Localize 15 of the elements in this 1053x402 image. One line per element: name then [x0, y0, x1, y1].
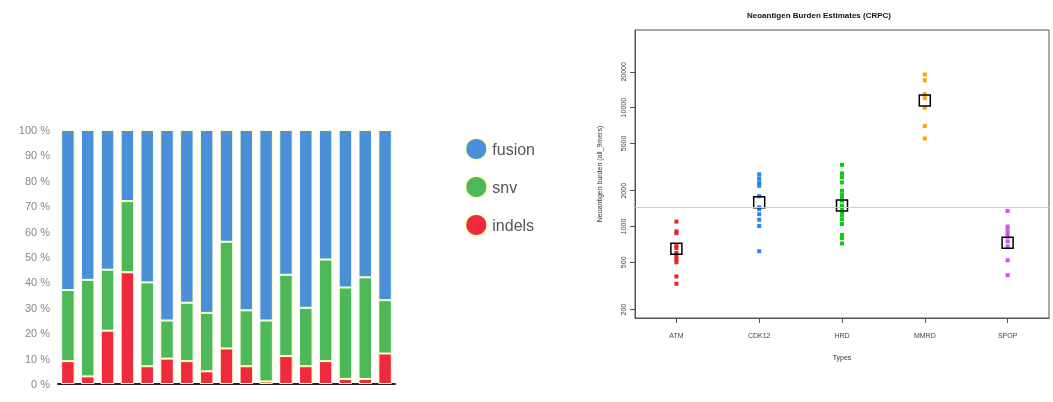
y-tick-label: 30 %: [24, 301, 51, 314]
y-tick-label: 20 %: [24, 327, 51, 340]
y-tick-label: 90 %: [24, 149, 51, 162]
y-tick-label: 80 %: [24, 174, 51, 187]
y-tick-label: 50 %: [24, 251, 51, 263]
legend-label: snv: [492, 178, 518, 196]
y-tick-label: 10 %: [24, 352, 51, 365]
y-tick-label: 60 %: [24, 225, 51, 238]
y-tick-label: 70 %: [24, 200, 51, 213]
y-tick-label: 0 %: [31, 378, 51, 390]
legend-label: fusion: [492, 140, 536, 158]
legend-label: indels: [492, 216, 535, 234]
y-tick-label: 100 %: [18, 124, 51, 136]
y-tick-label: 40 %: [24, 276, 51, 289]
chart-title: Neoantigen Burden Estimates (CRPC): [746, 10, 892, 20]
